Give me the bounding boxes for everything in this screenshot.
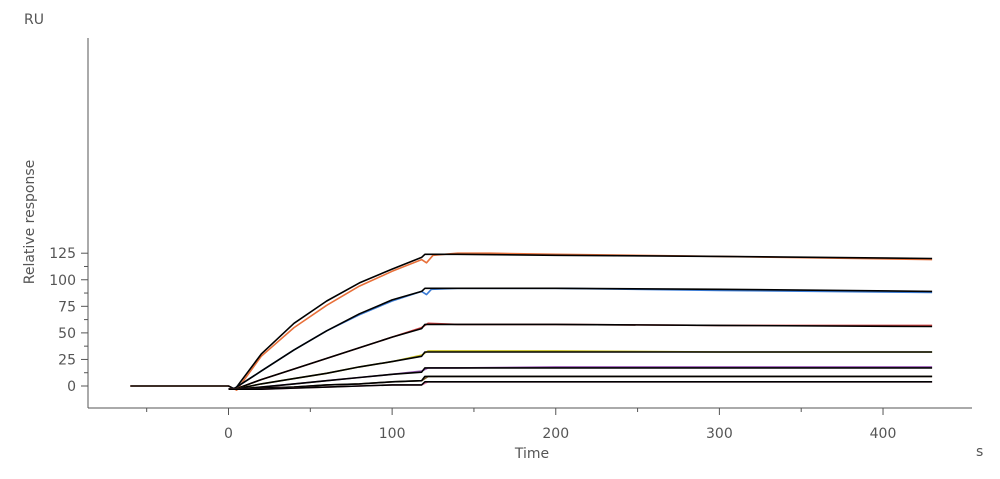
series-line-10: [228, 367, 933, 391]
y-unit-label: RU: [24, 12, 44, 28]
series-line-8: [228, 351, 933, 391]
x-axis-title: Time: [514, 446, 549, 462]
series-line-12: [228, 375, 933, 391]
x-tick-label: 300: [706, 426, 733, 442]
x-tick-label: 400: [870, 426, 897, 442]
series-line-4: [228, 287, 933, 390]
series-line-3: [228, 287, 933, 390]
series-line-6: [228, 323, 933, 391]
y-tick-label: 50: [58, 326, 76, 342]
series-line-14: [228, 380, 933, 391]
x-tick-label: 200: [542, 426, 569, 442]
y-tick-label: 100: [49, 273, 76, 289]
x-unit-label: s: [976, 444, 983, 460]
series-line-9: [228, 366, 933, 391]
series-line-13: [228, 380, 933, 391]
series-line-1: [130, 252, 933, 392]
x-tick-label: 0: [224, 426, 233, 442]
y-axis-title: Relative response: [22, 160, 38, 285]
y-tick-label: 25: [58, 352, 76, 368]
series-line-2: [130, 253, 933, 391]
y-tick-label: 125: [49, 246, 76, 262]
y-tick-label: 0: [67, 379, 76, 395]
series-group: [130, 252, 933, 392]
ticks: 0 100 200 300 400 0 25 50 75 100 125: [49, 246, 896, 442]
y-tick-label: 75: [58, 299, 76, 315]
x-tick-label: 100: [379, 426, 406, 442]
